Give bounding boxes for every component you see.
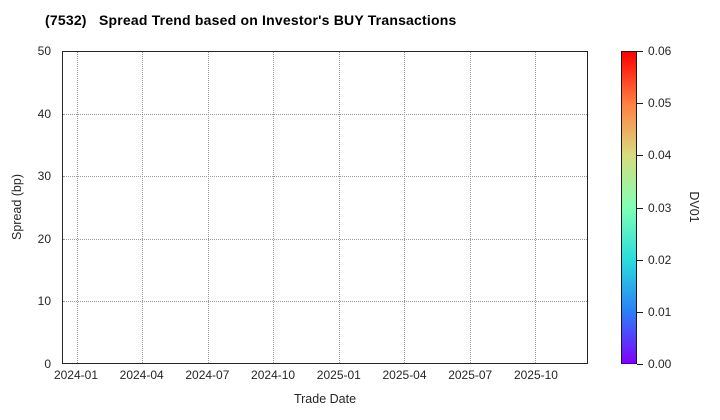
- plot-area: [62, 51, 588, 364]
- colorbar-tick-mark: [637, 103, 643, 105]
- x-axis-tick-labels: 2024-01 2024-04 2024-07 2024-10 2025-01 2025-…: [54, 368, 588, 384]
- colorbar-gradient: [621, 51, 637, 364]
- y-tick-label: 40: [37, 106, 51, 121]
- colorbar-tick-labels: 0.00 0.01 0.02 0.03 0.04 0.05 0.06: [637, 44, 697, 371]
- colorbar-tick-label: 0.01: [648, 304, 672, 319]
- y-gridline: [63, 238, 587, 240]
- x-tick-label: 2025-07: [448, 368, 493, 382]
- colorbar-tick-label: 0.03: [648, 200, 672, 215]
- colorbar-tick-label: 0.02: [648, 252, 672, 267]
- x-tick-label: 2024-01: [53, 368, 99, 382]
- chart-title: (7532) Spread Trend based on Investor's …: [45, 12, 457, 28]
- x-gridline: [535, 52, 537, 363]
- x-tick-label: 2025-10: [513, 368, 558, 382]
- colorbar-tick-label: 0.06: [648, 44, 672, 58]
- y-tick-label: 0: [44, 357, 51, 371]
- x-tick-label: 2024-07: [185, 368, 230, 382]
- colorbar-tick-mark: [637, 259, 643, 261]
- x-gridline: [142, 52, 144, 363]
- y-tick-label: 10: [37, 294, 51, 309]
- y-axis-tick-labels: 0 10 20 30 40 50: [0, 44, 56, 371]
- y-gridline: [63, 114, 587, 116]
- colorbar-tick-mark: [637, 155, 643, 157]
- y-axis-label: Spread (bp): [10, 173, 24, 241]
- x-gridline: [338, 52, 340, 363]
- x-tick-label: 2025-01: [316, 368, 361, 382]
- x-axis-label: Trade Date: [293, 392, 357, 406]
- x-tick-label: 2024-04: [119, 368, 164, 382]
- x-gridline: [76, 52, 78, 363]
- y-tick-label: 30: [37, 169, 51, 184]
- x-gridline: [207, 52, 209, 363]
- colorbar-tick-mark: [637, 207, 643, 209]
- colorbar-tick-label: 0.04: [648, 148, 672, 163]
- colorbar-tick-mark: [637, 51, 643, 52]
- x-gridline: [404, 52, 406, 363]
- colorbar-tick-mark: [637, 364, 643, 365]
- colorbar-tick-label: 0.05: [648, 96, 672, 111]
- x-tick-label: 2024-10: [251, 368, 296, 382]
- colorbar-label: DV01: [687, 191, 701, 223]
- y-gridline: [63, 176, 587, 178]
- y-tick-label: 50: [37, 44, 51, 58]
- y-tick-label: 20: [37, 231, 51, 246]
- colorbar-tick-label: 0.00: [648, 357, 672, 371]
- colorbar-tick-mark: [637, 311, 643, 313]
- x-gridline: [469, 52, 471, 363]
- x-tick-label: 2025-04: [382, 368, 427, 382]
- y-gridline: [63, 300, 587, 302]
- x-gridline: [273, 52, 275, 363]
